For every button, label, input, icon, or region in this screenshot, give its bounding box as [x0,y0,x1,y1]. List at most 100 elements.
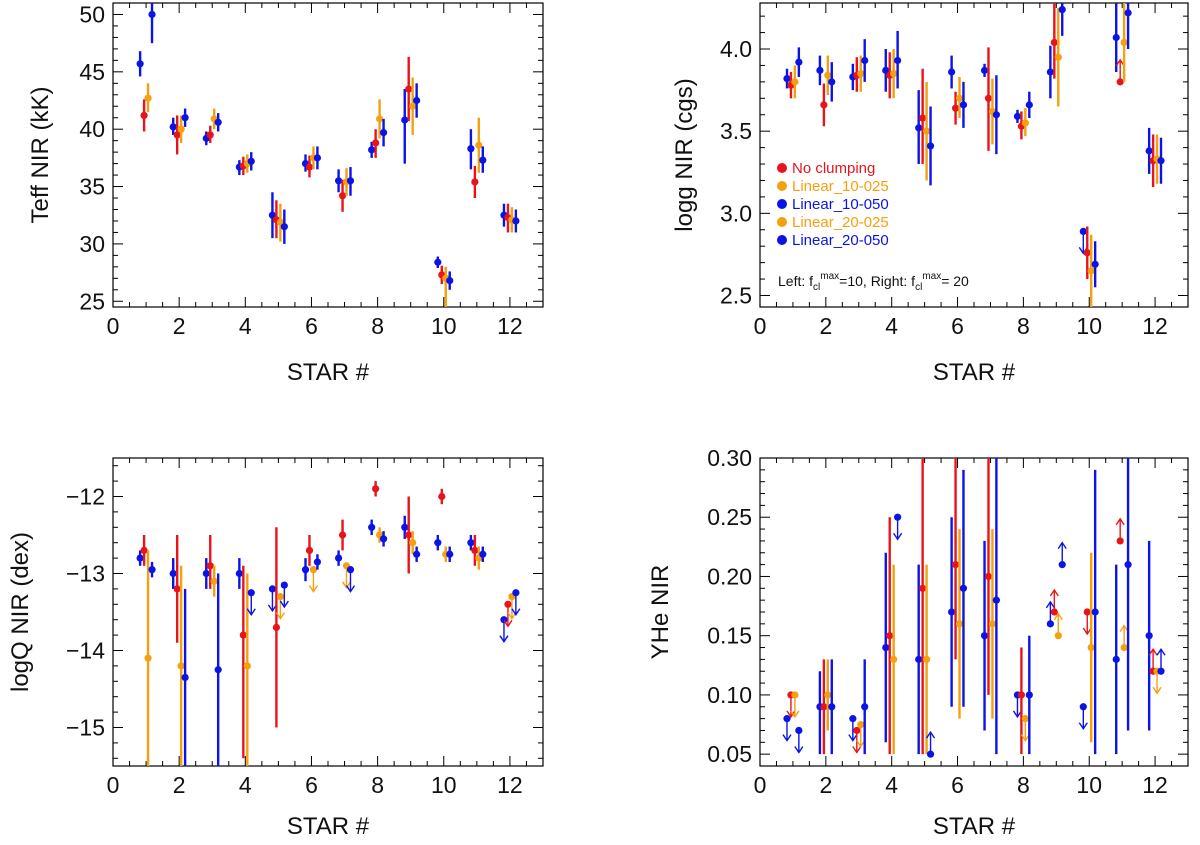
logg-data-point [984,94,993,102]
logg-data-point [795,58,803,66]
logq-data-point [136,554,144,562]
logg-data-point [955,94,964,102]
logg-series-linear-20-050 [795,3,1165,288]
yhe-series-linear-20-050 [794,458,1166,758]
teff-data-point [372,139,380,147]
yhe-limit-arrowhead [1082,627,1092,636]
logg-data-point [1157,157,1165,165]
yhe-data-point [1124,561,1132,569]
logq-data-point [280,581,288,589]
logq-data-point [438,492,446,501]
legend-marker-linear-20-050 [777,235,787,245]
logq-data-point [148,566,156,574]
legend-marker-linear-10-025 [777,181,787,191]
yhe-data-point [988,620,997,628]
yhe-data-point [795,726,803,735]
logq-limit-arrowhead [507,612,517,620]
logg-data-point [1046,68,1054,76]
panel-yhe: 0 2 4 6 8 10 12 0.05 0.10 0.15 0.20 0.25 0.30 STAR # Y… [647,445,1189,840]
logg-data-point [882,66,890,74]
teff-series-linear-20-050 [148,3,520,290]
logg-x-tick-label: 12 [1142,313,1168,339]
yhe-x-tick-label: 4 [885,772,898,798]
logq-limit-arrowhead [345,585,356,593]
logg-x-tick-label: 6 [951,313,964,339]
teff-data-point [379,129,388,137]
logg-data-point [1120,38,1128,47]
logg-data-point [783,74,791,83]
teff-data-point [169,123,177,131]
clumping-note: Left: fclmax=10, Right: fclmax= 20 [778,271,969,293]
yhe-y-tick-label: 0.10 [707,682,752,708]
yhe-data-point [1112,655,1120,663]
yhe-data-point [948,608,956,616]
panel-logg: 0 2 4 6 8 10 12 2.5 3.0 3.5 4.0 STAR # logg NIR (cgs… [671,2,1189,386]
yhe-x-tick-label: 0 [754,772,767,798]
logq-series-linear-10-050 [136,515,509,643]
yhe-limit-arrowhead [794,746,804,754]
logq-limit-arrowhead [267,604,278,613]
teff-data-point [338,192,347,200]
logg-data-point [1050,38,1058,47]
teff-y-tick-label: 35 [79,174,105,200]
logq-data-point [313,558,322,566]
yhe-data-point [926,750,935,758]
teff-data-point [512,217,520,225]
teff-data-point [346,177,355,185]
logq-y-tick-label: −15 [66,715,105,741]
teff-data-point [401,116,409,124]
logq-data-point [413,550,421,558]
yhe-data-point [992,596,1000,604]
yhe-x-tick-label: 10 [1076,772,1102,798]
teff-y-axis-label: Teff NIR (kK) [27,87,54,224]
yhe-data-point [861,703,869,711]
logg-data-point [922,127,931,135]
yhe-limit-arrowhead [925,730,936,739]
logq-series-linear-20-050 [148,531,521,766]
yhe-x-tick-label: 12 [1142,772,1168,798]
yhe-data-point [1046,620,1054,628]
panel-teff: 0 2 4 6 8 10 12 25 30 35 40 45 50 STAR # Teff NIR (kK) [27,1,544,386]
yhe-series-linear-10-025 [790,529,1162,755]
logg-data-point [1079,227,1087,236]
yhe-limit-arrowhead [1012,710,1023,719]
teff-data-point [206,131,214,139]
logg-data-point [1025,101,1033,109]
yhe-limit-arrowhead [1115,517,1125,526]
logq-x-tick-label: 6 [305,772,318,798]
teff-data-point [405,85,413,93]
yhe-data [782,458,1166,758]
yhe-y-tick-label: 0.30 [707,445,752,471]
yhe-data-point [1087,643,1095,652]
teff-x-tick-label: 2 [173,313,186,339]
yhe-data-point [853,726,861,735]
logg-y-tick-label: 3.0 [720,200,752,226]
panel-logq: 0 2 4 6 8 10 12 −15 −14 −13 −12 STAR # logQ NIR (dex… [7,457,544,840]
logq-data-point [500,616,508,624]
logq-data-point [409,539,417,547]
yhe-data-point [1116,537,1124,545]
teff-x-tick-label: 0 [107,313,120,339]
logg-series-linear-10-025 [791,3,1161,307]
yhe-data-point [1054,632,1062,640]
teff-x-tick-label: 8 [371,313,384,339]
yhe-limit-arrowhead [1156,647,1166,656]
yhe-x-axis-label: STAR # [933,813,1016,840]
logq-data-point [301,566,310,574]
teff-data-point [376,115,384,123]
logg-data-point [1145,147,1153,155]
legend-label-linear-20-025: Linear_20-025 [792,214,889,231]
yhe-limit-arrowhead [1045,600,1055,609]
logq-data-point [379,535,388,543]
teff-x-tick-label: 6 [305,313,318,339]
logq-data-point [214,666,222,674]
teff-data-point [173,131,181,139]
logq-limit-arrowhead [503,619,513,628]
logg-data-point [824,71,832,79]
logg-data-point [816,66,824,74]
teff-data-point [136,60,144,68]
logq-data-point [401,523,409,531]
teff-data-point [467,145,475,153]
yhe-data-point [886,632,894,640]
yhe-limit-arrowhead [1148,647,1158,656]
